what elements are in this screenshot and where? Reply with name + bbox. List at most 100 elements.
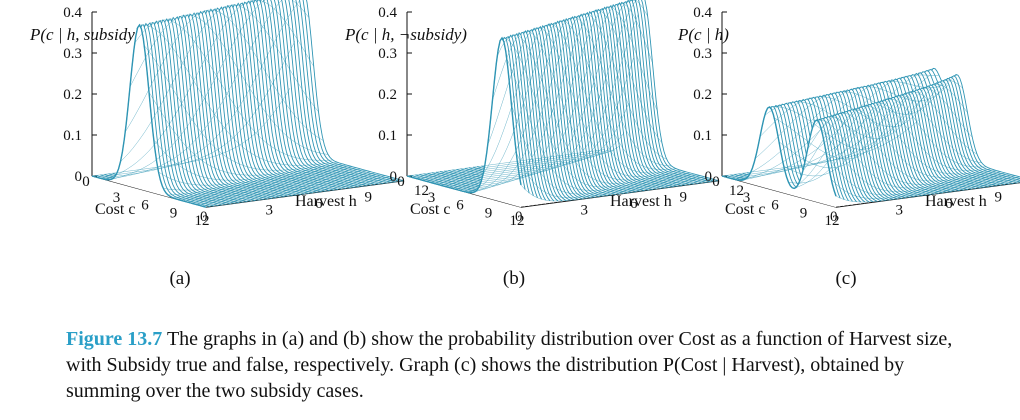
- surface-cost-line: [182, 174, 381, 201]
- surface-plot-b: P(c | h, ¬subsidy)00.10.20.30.403 6 9 120 3 6…: [344, 0, 744, 229]
- harvest-tick-label: 3: [266, 203, 274, 219]
- harvest-tick-label: 6: [630, 196, 638, 212]
- surface-cost-line: [755, 77, 954, 159]
- cost-tick-label: 6: [771, 198, 779, 214]
- z-tick-label: 0.4: [693, 5, 712, 21]
- figure-caption: Figure 13.7 The graphs in (a) and (b) sh…: [66, 326, 966, 404]
- z-tick-label: 0.3: [63, 46, 82, 62]
- surface-cost-line: [478, 20, 677, 189]
- cost-tick-label: 6: [456, 198, 464, 214]
- cost-tick-label: 9: [485, 205, 493, 221]
- z-tick-label: 0.1: [378, 128, 397, 144]
- surface-cost-line: [96, 41, 296, 178]
- cost-tick-label: 0: [712, 174, 720, 190]
- surface-strip-fill: [407, 38, 521, 208]
- harvest-tick-label: 9: [365, 189, 373, 205]
- surface-cost-line: [769, 83, 968, 150]
- surface-cost-line: [430, 102, 630, 183]
- cost-tick-label: 9: [800, 205, 808, 221]
- surface-cost-line: [172, 171, 371, 198]
- surface-cost-line: [797, 105, 997, 185]
- surface-cost-line: [492, 30, 691, 181]
- z-tick-label: 0.3: [378, 46, 397, 62]
- surface-cost-line: [411, 150, 610, 178]
- z-tick-label: 0.4: [63, 5, 82, 21]
- surface-cost-line: [793, 102, 992, 189]
- surface-cost-line: [421, 146, 620, 181]
- surface-cost-line: [721, 118, 921, 177]
- cost-tick-label: 12: [825, 213, 840, 229]
- plot-title: P(c | h, ¬subsidy): [344, 25, 467, 44]
- surface-cost-line: [106, 0, 283, 180]
- surface-cost-line: [807, 112, 1006, 182]
- surface-cost-line: [487, 27, 686, 177]
- z-tick-label: 0.4: [378, 5, 397, 21]
- surface-cost-line: [91, 87, 291, 177]
- surface-cost-line: [454, 2, 653, 190]
- panel-label-b: (b): [502, 268, 526, 289]
- surface-cost-line: [144, 45, 343, 171]
- surface-front-edge: [91, 23, 207, 208]
- surface-cost-line: [726, 95, 925, 178]
- surface-cost-line: [812, 116, 1011, 185]
- surface-cost-line: [745, 81, 944, 180]
- surface-cost-line: [816, 119, 1016, 189]
- z-tick-label: 0.1: [63, 128, 82, 144]
- surface-cost-line: [177, 172, 376, 200]
- surface-cost-line: [788, 98, 987, 184]
- surface-cost-line: [473, 16, 672, 193]
- surface-cost-line: [129, 14, 329, 155]
- surface-cost-line: [506, 58, 705, 191]
- surface-cost-line: [468, 13, 667, 193]
- cost-tick-label: 9: [170, 205, 178, 221]
- z-tick-label: 0: [75, 169, 83, 185]
- surface-cost-line: [158, 167, 357, 186]
- harvest-tick-label: 0: [200, 209, 208, 225]
- surface-cost-line: [201, 179, 400, 207]
- surface-cost-line: [497, 34, 696, 184]
- surface-cost-line: [449, 0, 649, 188]
- harvest-tick-label: 6: [315, 196, 323, 212]
- z-tick-label: 0: [390, 169, 398, 185]
- surface-cost-line: [110, 0, 310, 180]
- harvest-tick-label: 3: [896, 203, 904, 219]
- surface-cost-line: [134, 19, 333, 161]
- harvest-tick-label: 9: [995, 189, 1003, 205]
- surface-cost-line: [125, 9, 324, 141]
- z-tick-label: 0.3: [693, 46, 712, 62]
- harvest-tick-label: 0: [515, 209, 523, 225]
- caption-text: The graphs in (a) and (b) show the proba…: [66, 328, 953, 402]
- panel-label-c: (c): [835, 268, 857, 289]
- surface-cost-line: [750, 84, 949, 173]
- panel-label-a: (a): [169, 268, 191, 289]
- surface-cost-line: [831, 179, 1020, 199]
- surface-cost-line: [101, 0, 300, 179]
- cost-tick-label: 3: [743, 190, 751, 206]
- cost-tick-label: 3: [113, 190, 121, 206]
- harvest-axis-label: Harvest h: [295, 193, 357, 210]
- surface-cost-line: [205, 180, 405, 208]
- surface-cost-line: [444, 0, 638, 187]
- surface-cost-line: [459, 6, 658, 191]
- harvest-tick-label: 12: [729, 183, 744, 199]
- cost-tick-label: 12: [510, 213, 525, 229]
- z-tick-label: 0: [705, 169, 713, 185]
- surface-cost-line: [406, 149, 606, 177]
- surface-front-edge: [406, 36, 522, 194]
- harvest-tick-label: 12: [414, 183, 429, 199]
- surface-cost-line: [501, 37, 701, 188]
- surface-cost-line: [416, 150, 615, 179]
- surface-plot-a: P(c | h, subsidy)00.10.20.30.403 6 9 120 3 6 9…: [29, 0, 429, 229]
- surface-cost-line: [120, 4, 319, 162]
- surface-cost-line: [835, 182, 1020, 203]
- surface-cost-line: [425, 132, 625, 182]
- surface-cost-line: [435, 57, 634, 185]
- surface-cost-line: [778, 91, 978, 169]
- surface-cost-line: [774, 87, 973, 160]
- surface-cost-line: [821, 130, 1020, 192]
- figure-label: Figure 13.7: [66, 328, 163, 350]
- surface-cost-line: [511, 105, 710, 195]
- z-tick-label: 0.2: [63, 87, 82, 103]
- z-tick-label: 0.1: [693, 128, 712, 144]
